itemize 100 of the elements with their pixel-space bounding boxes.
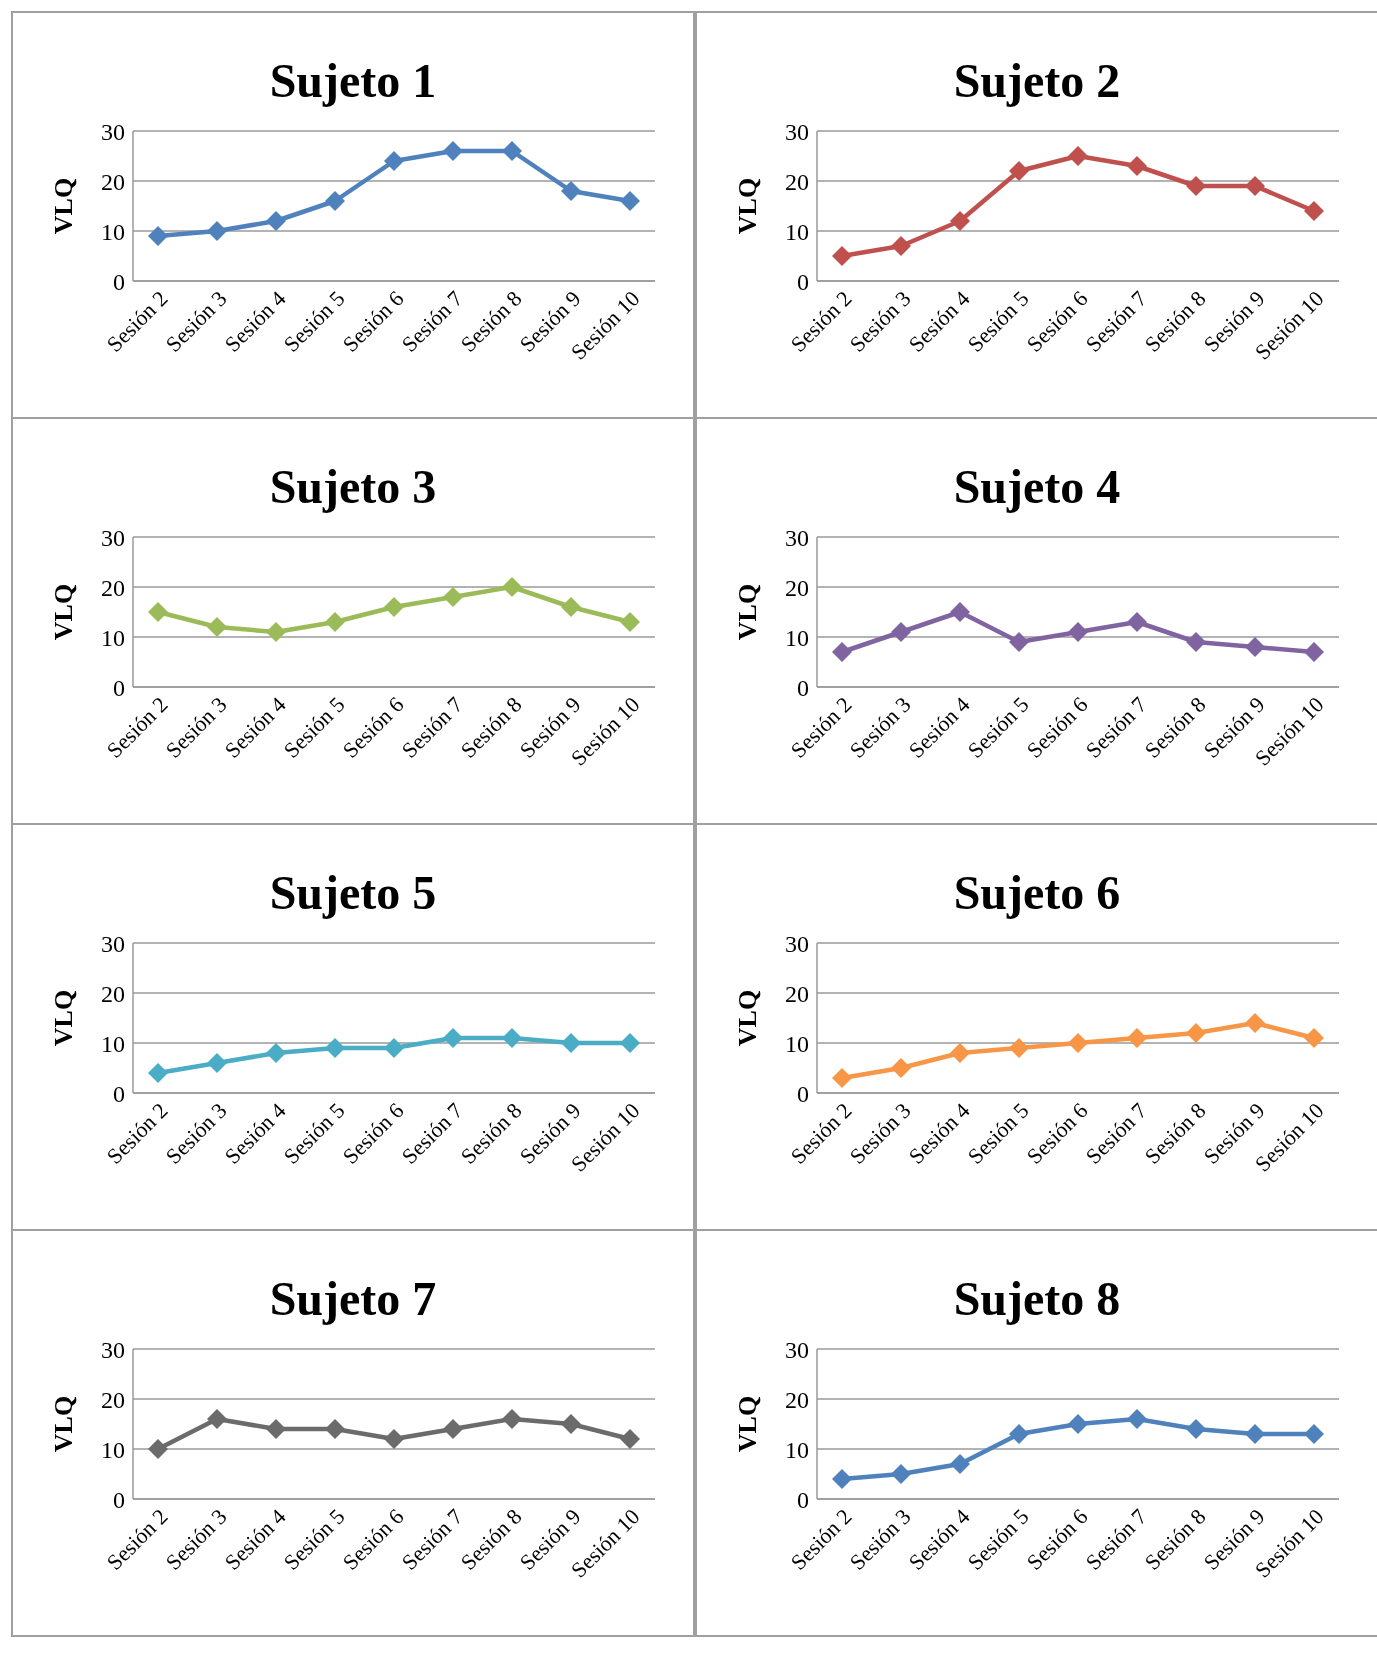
point — [1068, 1414, 1088, 1434]
y-tick-label: 10 — [785, 1436, 809, 1463]
point — [1127, 1028, 1147, 1048]
point — [561, 597, 581, 617]
point — [1245, 176, 1265, 196]
point — [384, 1429, 404, 1449]
point — [325, 612, 345, 632]
y-tick-label: 20 — [101, 980, 125, 1007]
point — [950, 602, 970, 622]
y-tick-label: 30 — [101, 524, 125, 551]
point — [1068, 146, 1088, 166]
chart-title: Sujeto 3 — [268, 459, 438, 515]
point — [266, 1419, 286, 1439]
point — [1245, 1424, 1265, 1444]
point — [207, 1409, 227, 1429]
point — [561, 1414, 581, 1434]
chart-title: Sujeto 5 — [268, 865, 438, 921]
point — [207, 221, 227, 241]
point — [1186, 632, 1206, 652]
point — [620, 191, 640, 211]
point — [502, 1028, 522, 1048]
point — [443, 1419, 463, 1439]
point — [384, 1038, 404, 1058]
point — [325, 191, 345, 211]
point — [148, 602, 168, 622]
point — [266, 622, 286, 642]
y-axis-title: VLQ — [733, 1395, 763, 1453]
y-tick-label: 0 — [113, 674, 125, 701]
y-tick-label: 0 — [797, 1486, 809, 1513]
point — [832, 642, 852, 662]
point — [561, 1033, 581, 1053]
point — [620, 1429, 640, 1449]
y-tick-label: 20 — [785, 168, 809, 195]
point — [1127, 1409, 1147, 1429]
y-axis-title: VLQ — [49, 583, 79, 641]
point — [950, 1454, 970, 1474]
y-tick-label: 10 — [785, 1030, 809, 1057]
point — [1009, 632, 1029, 652]
point — [1009, 1424, 1029, 1444]
y-tick-label: 10 — [101, 218, 125, 245]
chart-title: Sujeto 8 — [952, 1271, 1122, 1327]
y-tick-label: 10 — [101, 1436, 125, 1463]
point — [832, 1469, 852, 1489]
point — [443, 141, 463, 161]
point — [207, 1053, 227, 1073]
chart-title: Sujeto 6 — [952, 865, 1122, 921]
point — [950, 1043, 970, 1063]
point — [502, 1409, 522, 1429]
point — [148, 1063, 168, 1083]
y-tick-label: 0 — [113, 268, 125, 295]
point — [148, 226, 168, 246]
point — [325, 1419, 345, 1439]
chart-title: Sujeto 1 — [268, 53, 438, 109]
point — [1127, 612, 1147, 632]
point — [1304, 201, 1324, 221]
point — [1068, 1033, 1088, 1053]
point — [1186, 1023, 1206, 1043]
y-tick-label: 30 — [785, 930, 809, 957]
point — [325, 1038, 345, 1058]
point — [561, 181, 581, 201]
point — [1009, 1038, 1029, 1058]
point — [502, 577, 522, 597]
point — [207, 617, 227, 637]
point — [1304, 1028, 1324, 1048]
y-axis-title: VLQ — [733, 989, 763, 1047]
point — [384, 151, 404, 171]
point — [832, 246, 852, 266]
y-tick-label: 20 — [785, 1386, 809, 1413]
y-axis-title: VLQ — [733, 177, 763, 235]
y-tick-label: 30 — [101, 118, 125, 145]
point — [891, 1058, 911, 1078]
y-tick-label: 0 — [113, 1080, 125, 1107]
y-tick-label: 30 — [785, 118, 809, 145]
point — [891, 1464, 911, 1484]
y-tick-label: 30 — [785, 1336, 809, 1363]
point — [266, 211, 286, 231]
point — [950, 211, 970, 231]
y-tick-label: 10 — [101, 1030, 125, 1057]
point — [1304, 1424, 1324, 1444]
point — [1186, 176, 1206, 196]
y-tick-label: 0 — [797, 674, 809, 701]
point — [148, 1439, 168, 1459]
y-tick-label: 30 — [101, 930, 125, 957]
point — [1186, 1419, 1206, 1439]
y-tick-label: 10 — [101, 624, 125, 651]
y-tick-label: 0 — [113, 1486, 125, 1513]
y-tick-label: 20 — [101, 574, 125, 601]
y-tick-label: 0 — [797, 268, 809, 295]
chart-title: Sujeto 4 — [952, 459, 1122, 515]
point — [1068, 622, 1088, 642]
y-tick-label: 30 — [785, 524, 809, 551]
point — [1245, 1013, 1265, 1033]
point — [891, 236, 911, 256]
point — [266, 1043, 286, 1063]
point — [620, 612, 640, 632]
y-tick-label: 20 — [785, 980, 809, 1007]
point — [384, 597, 404, 617]
y-tick-label: 0 — [797, 1080, 809, 1107]
chart-title: Sujeto 7 — [268, 1271, 438, 1327]
y-axis-title: VLQ — [733, 583, 763, 641]
